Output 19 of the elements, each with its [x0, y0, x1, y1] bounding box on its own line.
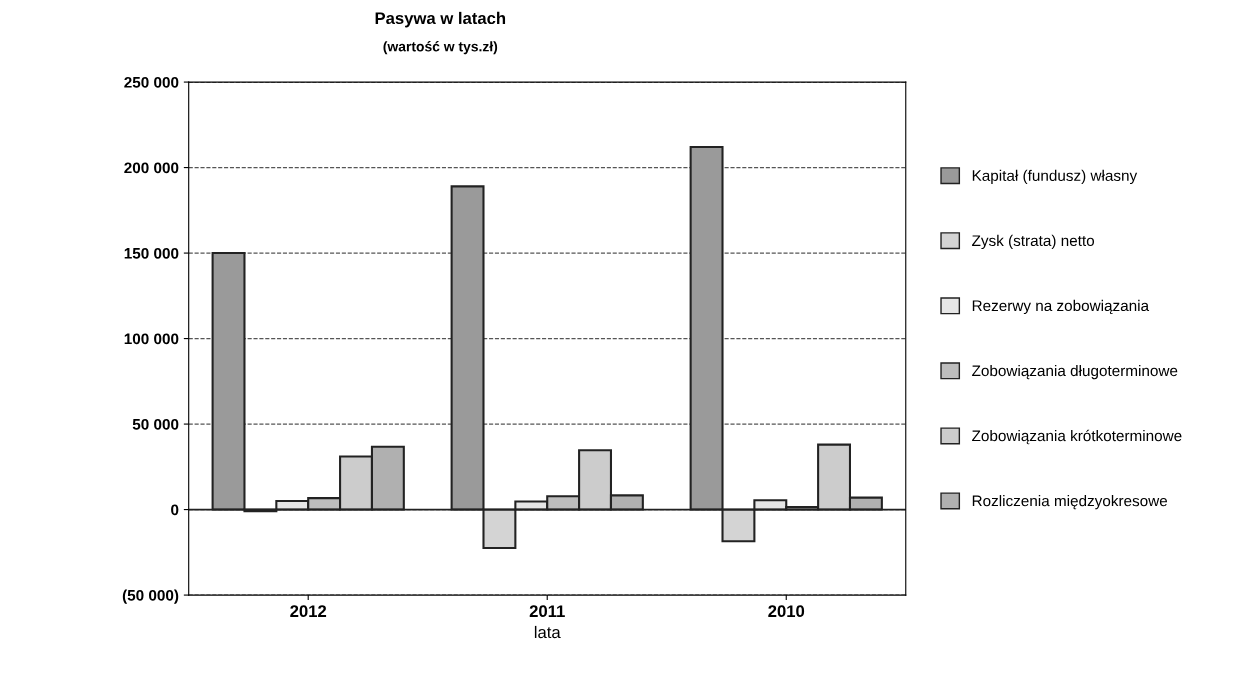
- chart-subtitle: (wartość w tys.zł): [383, 41, 498, 55]
- y-tick-label: 50 000: [132, 418, 179, 430]
- legend-label: Zysk (strata) netto: [972, 234, 1095, 250]
- y-tick-label: 0: [171, 504, 179, 516]
- y-tick-label: 200 000: [124, 162, 179, 174]
- legend-label: Zobowiązania krótkoterminowe: [972, 429, 1182, 445]
- y-tick-label: (50 000): [122, 589, 179, 604]
- x-tick-label: 2012: [290, 605, 327, 618]
- x-tick-label: 2011: [529, 605, 565, 618]
- x-tick-label: 2010: [768, 605, 805, 618]
- legend-label: Rozliczenia międzyokresowe: [972, 495, 1168, 510]
- chart-title: Pasywa w latach: [375, 11, 506, 28]
- legend-label: Rezerwy na zobowiązania: [972, 299, 1150, 315]
- x-axis-title: lata: [534, 625, 561, 639]
- y-tick-label: 150 000: [124, 247, 179, 259]
- legend-label: Kapitał (fundusz) własny: [972, 169, 1138, 185]
- y-tick-label: 250 000: [124, 76, 179, 88]
- y-tick-label: 100 000: [124, 333, 179, 345]
- legend-label: Zobowiązania długoterminowe: [972, 364, 1178, 380]
